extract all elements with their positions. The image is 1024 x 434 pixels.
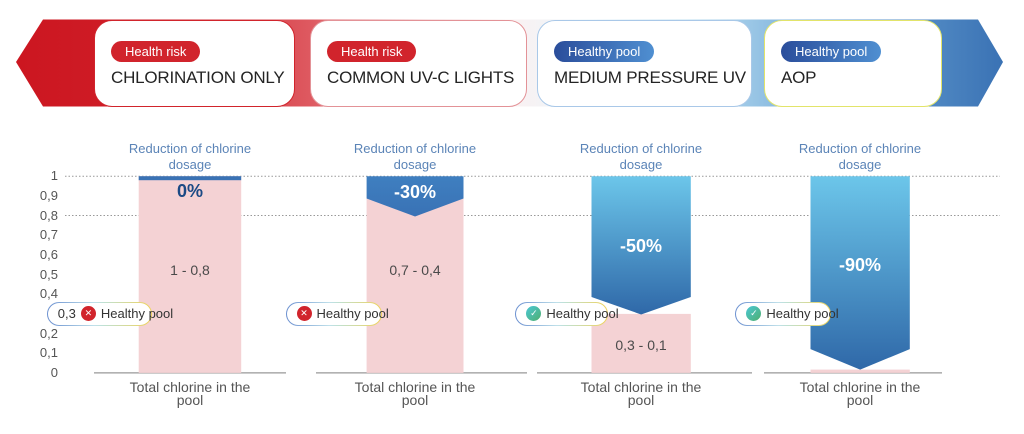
svg-text:0,1: 0,1 xyxy=(40,345,58,360)
svg-text:0,5: 0,5 xyxy=(40,267,58,282)
svg-text:1 - 0,8: 1 - 0,8 xyxy=(170,262,210,278)
svg-text:-30%: -30% xyxy=(394,182,436,202)
svg-text:0,2: 0,2 xyxy=(40,326,58,341)
svg-text:-90%: -90% xyxy=(839,255,881,275)
svg-text:pool: pool xyxy=(628,392,654,408)
svg-text:0,3 - 0,1: 0,3 - 0,1 xyxy=(615,337,667,353)
svg-text:pool: pool xyxy=(402,392,428,408)
svg-text:Reduction of chlorine: Reduction of chlorine xyxy=(354,141,476,156)
svg-text:-50%: -50% xyxy=(620,236,662,256)
svg-text:dosage: dosage xyxy=(620,157,663,172)
svg-text:1: 1 xyxy=(51,168,58,183)
svg-text:dosage: dosage xyxy=(169,157,212,172)
svg-text:pool: pool xyxy=(847,392,873,408)
svg-text:Reduction of chlorine: Reduction of chlorine xyxy=(129,141,251,156)
svg-text:dosage: dosage xyxy=(839,157,882,172)
svg-text:0,6: 0,6 xyxy=(40,247,58,262)
svg-text:0,7 - 0,4: 0,7 - 0,4 xyxy=(389,262,441,278)
svg-text:Reduction of chlorine: Reduction of chlorine xyxy=(580,141,702,156)
svg-text:0: 0 xyxy=(51,365,58,380)
svg-text:0,7: 0,7 xyxy=(40,227,58,242)
svg-text:0,8: 0,8 xyxy=(40,208,58,223)
svg-text:0%: 0% xyxy=(177,181,203,201)
svg-text:Reduction of chlorine: Reduction of chlorine xyxy=(799,141,921,156)
svg-text:0,4: 0,4 xyxy=(40,286,58,301)
svg-text:pool: pool xyxy=(177,392,203,408)
svg-text:dosage: dosage xyxy=(394,157,437,172)
svg-text:0,9: 0,9 xyxy=(40,188,58,203)
